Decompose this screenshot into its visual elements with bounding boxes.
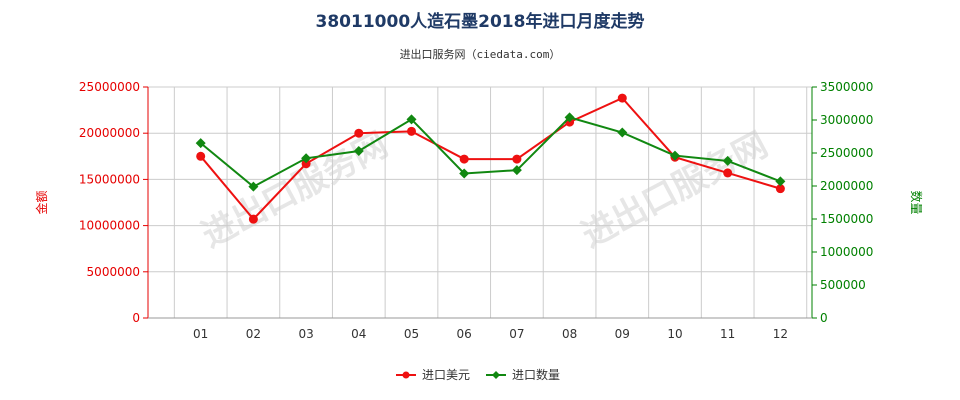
watermark-text-1: 进出口服务网 bbox=[195, 125, 394, 256]
chart-title: 38011000人造石墨2018年进口月度走势 bbox=[316, 11, 645, 32]
point-value-02[interactable] bbox=[248, 214, 258, 224]
legend-item-1[interactable]: 进口美元 bbox=[396, 368, 470, 382]
legend-label-1: 进口美元 bbox=[422, 368, 470, 382]
legend-item-2[interactable]: 进口数量 bbox=[486, 367, 560, 382]
y-left-tick-label-5: 25000000 bbox=[79, 80, 140, 94]
x-tick-label-07: 07 bbox=[509, 327, 524, 341]
y-right-tick-label-3: 1500000 bbox=[820, 212, 873, 226]
x-tick-label-12: 12 bbox=[773, 327, 788, 341]
point-value-09[interactable] bbox=[617, 93, 627, 103]
y-right-tick-label-2: 1000000 bbox=[820, 245, 873, 259]
point-quantity-03[interactable] bbox=[301, 153, 312, 164]
point-value-01[interactable] bbox=[196, 151, 206, 161]
x-tick-label-06: 06 bbox=[457, 327, 472, 341]
point-value-06[interactable] bbox=[459, 154, 469, 164]
chart-subtitle: 进出口服务网（ciedata.com） bbox=[400, 47, 561, 61]
point-value-12[interactable] bbox=[775, 184, 785, 194]
point-quantity-09[interactable] bbox=[617, 127, 628, 138]
point-quantity-05[interactable] bbox=[406, 114, 417, 125]
legend-marker-1 bbox=[402, 371, 410, 379]
y-left-tick-label-0: 0 bbox=[132, 311, 140, 325]
legend-label-2: 进口数量 bbox=[512, 367, 560, 382]
y-right-tick-label-1: 500000 bbox=[820, 278, 866, 292]
x-tick-label-08: 08 bbox=[562, 327, 577, 341]
point-quantity-02[interactable] bbox=[248, 181, 259, 192]
point-value-04[interactable] bbox=[354, 128, 364, 138]
axes bbox=[147, 87, 813, 319]
point-value-05[interactable] bbox=[406, 126, 416, 136]
watermark-text-2: 进出口服务网 bbox=[575, 125, 774, 256]
y-left-tick-label-2: 10000000 bbox=[79, 219, 140, 233]
x-tick-label-04: 04 bbox=[351, 327, 366, 341]
y-right-tick-label-5: 2500000 bbox=[820, 146, 873, 160]
grid-lines bbox=[148, 86, 812, 319]
point-quantity-12[interactable] bbox=[775, 176, 786, 187]
y-left-tick-label-1: 5000000 bbox=[87, 265, 140, 279]
y-left-tick-label-3: 15000000 bbox=[79, 172, 140, 186]
point-quantity-10[interactable] bbox=[669, 150, 680, 161]
y-right-tick-label-7: 3500000 bbox=[820, 80, 873, 94]
legend-marker-2 bbox=[492, 371, 500, 379]
y-left-tick-label-4: 20000000 bbox=[79, 126, 140, 140]
point-quantity-11[interactable] bbox=[722, 155, 733, 166]
x-tick-label-01: 01 bbox=[193, 327, 208, 341]
x-tick-label-02: 02 bbox=[246, 327, 261, 341]
x-tick-label-10: 10 bbox=[667, 327, 682, 341]
y-right-tick-label-0: 0 bbox=[820, 311, 828, 325]
watermark-layer: 进出口服务网 进出口服务网 bbox=[195, 125, 774, 256]
legend[interactable]: 进口美元 进口数量 bbox=[396, 367, 560, 382]
point-quantity-07[interactable] bbox=[511, 165, 522, 176]
point-quantity-08[interactable] bbox=[564, 112, 575, 123]
tick-labels: 0500000010000000150000002000000025000000… bbox=[79, 80, 874, 341]
y-right-tick-label-6: 3000000 bbox=[820, 113, 873, 127]
x-tick-label-03: 03 bbox=[298, 327, 313, 341]
point-quantity-06[interactable] bbox=[459, 168, 470, 179]
x-tick-label-09: 09 bbox=[615, 327, 630, 341]
series-line-1 bbox=[199, 96, 781, 221]
y-left-axis-title: 金额 bbox=[34, 190, 49, 214]
series-line-2 bbox=[200, 116, 781, 188]
point-value-03[interactable] bbox=[301, 159, 311, 169]
point-quantity-04[interactable] bbox=[353, 146, 364, 157]
series-quantity bbox=[195, 112, 786, 192]
x-tick-label-11: 11 bbox=[720, 327, 735, 341]
point-value-11[interactable] bbox=[723, 168, 733, 178]
series-layer bbox=[195, 93, 786, 224]
point-quantity-01[interactable] bbox=[195, 138, 206, 149]
y-right-tick-label-4: 2000000 bbox=[820, 179, 873, 193]
point-value-07[interactable] bbox=[512, 154, 522, 164]
x-tick-label-05: 05 bbox=[404, 327, 419, 341]
y-right-axis-title: 数量 bbox=[909, 190, 924, 214]
